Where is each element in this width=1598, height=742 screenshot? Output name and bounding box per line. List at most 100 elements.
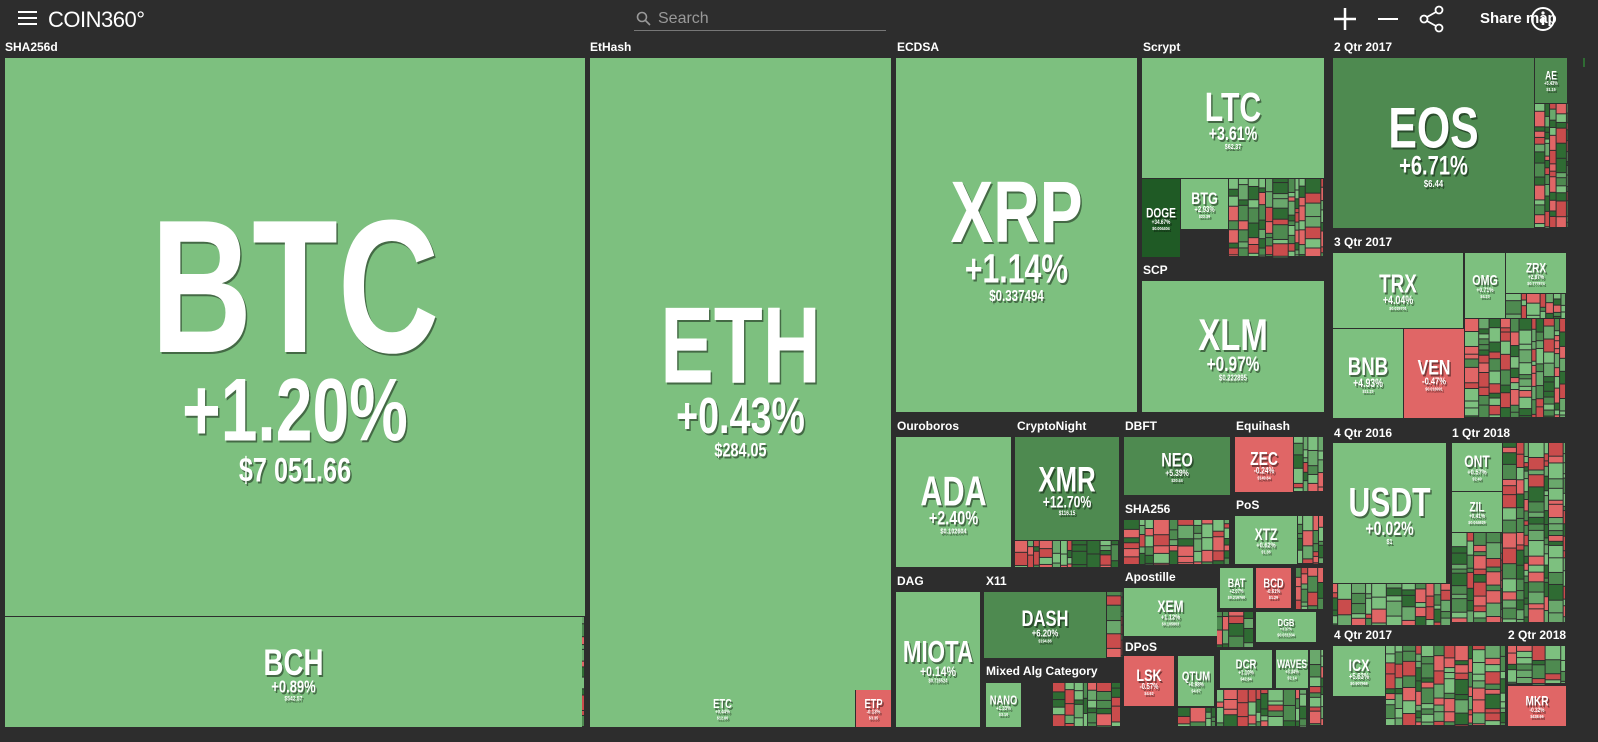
coin-tile[interactable]: ADA+2.40%$0.102604	[896, 437, 1011, 567]
mini-tile	[1434, 705, 1444, 712]
coin-tile[interactable]: BNB+4.93%$11.23	[1333, 329, 1403, 418]
mini-tile	[1563, 558, 1565, 571]
coin-tile[interactable]: VEN-0.47%$0.016991	[1404, 329, 1464, 418]
mini-tile	[1052, 541, 1061, 553]
coin-tile[interactable]: BTG+2.93%$22.39	[1181, 179, 1228, 229]
tile-bg	[1235, 516, 1297, 564]
coin-tile[interactable]: XLM+0.97%$0.222895	[1142, 281, 1324, 412]
mini-tile	[1321, 695, 1323, 707]
mini-tile	[1560, 332, 1565, 346]
mini-tile	[1416, 668, 1421, 681]
info-button[interactable]	[1530, 6, 1556, 32]
tile-bg	[1015, 437, 1119, 540]
mini-tile	[1402, 590, 1415, 595]
mini-tile	[1524, 598, 1528, 604]
mini-tile	[1524, 546, 1528, 556]
logo[interactable]: COIN360°	[48, 7, 145, 32]
mini-tile	[1083, 713, 1088, 726]
coin-tile[interactable]: XEM+1.12%$0.105803	[1124, 588, 1217, 636]
coin-tile[interactable]: NEO+5.39%$20.44	[1124, 437, 1230, 495]
mini-tile	[1238, 205, 1248, 221]
coin-tile[interactable]: AE+5.43%$1.15	[1535, 58, 1567, 103]
coin-tile[interactable]: BCD-0.61%$1.29	[1256, 568, 1291, 608]
coin-tile[interactable]: ICX+5.63%$0.907968	[1333, 646, 1385, 696]
mini-tile	[1528, 530, 1544, 541]
mini-tile	[1545, 116, 1550, 127]
mini-tile	[1039, 564, 1052, 567]
mini-tile	[1338, 615, 1352, 625]
mini-tile	[1416, 654, 1421, 661]
coin-tile[interactable]: DGB+3.37%$0.031304	[1256, 612, 1316, 642]
coin-tile[interactable]: ZRX+2.87%$0.777874	[1506, 253, 1566, 293]
mini-tile	[1288, 226, 1295, 235]
coin-tile[interactable]: MKR-0.32%$438.66	[1508, 686, 1566, 726]
coin-tile[interactable]: BCH+0.89%$542.57	[5, 617, 582, 727]
mini-tile	[1566, 113, 1568, 123]
coin-tile[interactable]: XRP+1.14%$0.337494	[896, 58, 1137, 412]
mini-tile	[1211, 708, 1215, 717]
mini-tile	[1107, 596, 1121, 605]
mini-tile	[1519, 319, 1532, 330]
mini-tile	[1299, 179, 1305, 186]
mini-tile	[1516, 565, 1524, 579]
coin-tile[interactable]: XTZ+0.62%$1.36	[1235, 516, 1297, 564]
coin-tile[interactable]: DASH+6.20%$194.86	[984, 592, 1106, 658]
coin-tile[interactable]: BAT+2.07%$0.219760	[1220, 568, 1253, 608]
mini-tile	[1273, 225, 1288, 239]
coin-tile[interactable]: USDT+0.02%$1	[1333, 443, 1446, 583]
mini-tile	[1313, 516, 1319, 530]
coin-tile[interactable]: LTC+3.61%$62.37	[1142, 58, 1324, 178]
coin-tile[interactable]: QTUM+0.98%$4.67	[1178, 656, 1214, 706]
coin-change-group: +0.62%	[1256, 542, 1275, 550]
mini-tile	[582, 667, 584, 677]
mini-tile	[582, 695, 584, 710]
mini-tile	[1261, 690, 1268, 694]
coin-tile[interactable]: ONT+0.57%$2.49	[1452, 443, 1502, 491]
share-icon[interactable]	[1418, 5, 1446, 33]
mini-tile	[1386, 596, 1402, 601]
search-box[interactable]: Search	[634, 8, 886, 31]
coin-tile[interactable]: ZIL+0.41%$0.044625	[1452, 492, 1502, 532]
coin-price-group: $149.84	[1257, 475, 1271, 481]
coin-tile[interactable]: WAVES+3.34%$2.14	[1276, 650, 1308, 688]
coin-tile[interactable]: LSK-0.57%$4.62	[1124, 656, 1174, 706]
mini-tile	[1265, 255, 1273, 256]
coin-tile[interactable]: DCR+1.10%$42.84	[1220, 650, 1272, 688]
mini-tile	[1434, 622, 1441, 625]
coin-tile[interactable]: BTC+1.20%$7 051.66	[5, 58, 585, 616]
coin-change: +5.43%	[1544, 80, 1558, 87]
coin-tile[interactable]: MIOTA+0.14%$0.716524	[896, 592, 980, 727]
group-label: ECDSA	[897, 40, 939, 54]
mini-tile	[1467, 588, 1474, 601]
coin-tile[interactable]: ETH+0.43%$284.05	[590, 58, 891, 690]
coin-tile[interactable]: DOGE+34.67%$0.004404	[1142, 179, 1180, 257]
coin-tile[interactable]: NANO+1.33%$3.10	[986, 683, 1021, 727]
coin-price-group: $284.05	[714, 438, 767, 461]
mini-tile	[1560, 398, 1565, 411]
coin-price: $0.044625	[1468, 519, 1486, 525]
coin-tile[interactable]: ETP-0.13%$3.35	[856, 690, 891, 727]
mini-tile	[1217, 690, 1224, 702]
coin-tile[interactable]: OMG+0.71%$4.23	[1465, 253, 1505, 318]
mini-tile	[1229, 179, 1238, 189]
menu-button[interactable]	[18, 11, 37, 25]
coin-tile[interactable]: XMR+12.70%$116.15	[1015, 437, 1119, 540]
coin-symbol-group: LSK	[1136, 666, 1161, 685]
mini-tile	[1028, 555, 1034, 567]
coin-tile[interactable]: EOS+6.71%$6.44	[1333, 58, 1534, 228]
coin-tile[interactable]: TRX+4.04%$0.025701	[1333, 253, 1463, 328]
mini-tile	[1535, 200, 1545, 205]
mini-tile	[1065, 715, 1074, 724]
zoom-in-button[interactable]	[1332, 6, 1358, 32]
mini-tile	[1295, 690, 1300, 699]
mini-tile	[1528, 572, 1544, 582]
mini-tile	[1308, 437, 1318, 450]
mini-tile	[1554, 388, 1560, 403]
share-map-button[interactable]: Share map	[1480, 10, 1557, 27]
mini-tile	[1318, 583, 1323, 598]
zoom-out-button[interactable]	[1376, 6, 1400, 32]
coin-tile[interactable]: ETC+0.44%$12.86	[590, 690, 855, 727]
mini-tile	[1468, 710, 1472, 715]
mini-tile	[1556, 178, 1566, 186]
coin-tile[interactable]: ZEC-0.24%$149.84	[1235, 437, 1293, 492]
